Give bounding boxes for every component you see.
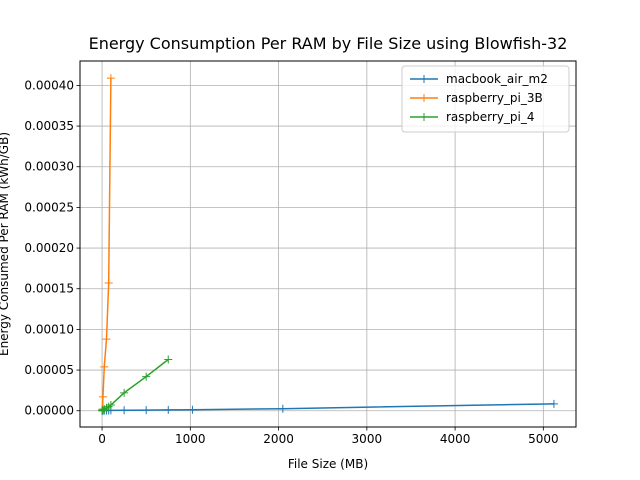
legend-item: macbook_air_m2 (410, 72, 548, 86)
grid-lines (80, 61, 576, 427)
data-point (102, 335, 111, 344)
data-point (106, 74, 115, 83)
data-point (188, 405, 197, 414)
x-tick-label: 4000 (440, 432, 471, 446)
y-tick-label: 0.00025 (24, 200, 74, 214)
legend-box (401, 65, 570, 133)
y-tick-label: 0.00010 (24, 322, 74, 336)
legend-label: macbook_air_m2 (446, 72, 548, 86)
y-tick-label: 0.00005 (24, 363, 74, 377)
data-point (100, 362, 109, 371)
series-raspberry-pi-4 (98, 355, 173, 415)
x-tick-label: 1000 (175, 432, 206, 446)
legend-label: raspberry_pi_3B (446, 91, 543, 105)
data-point (106, 401, 115, 410)
y-tick-label: 0.00030 (24, 160, 74, 174)
y-tick-label: 0.00040 (24, 78, 74, 92)
data-point (120, 388, 129, 397)
data-point (142, 372, 151, 381)
data-point (164, 405, 173, 414)
legend-item: raspberry_pi_3B (410, 91, 543, 105)
x-tick-label: 3000 (352, 432, 383, 446)
data-point (98, 392, 107, 401)
data-point (120, 406, 129, 415)
x-axis-label: File Size (MB) (288, 457, 368, 471)
data-point (142, 406, 151, 415)
legend-marker (420, 94, 428, 102)
legend: macbook_air_m2 raspberry_pi_3B raspberry_p… (401, 65, 570, 133)
y-tick-label: 0.00000 (24, 404, 74, 418)
x-axis: 0 1000 2000 3000 4000 5000 (98, 427, 559, 446)
x-tick-label: 5000 (528, 432, 559, 446)
data-point (278, 404, 287, 413)
series-layer (98, 74, 558, 415)
legend-label: raspberry_pi_4 (446, 110, 535, 124)
plot-frame (79, 60, 577, 428)
y-axis: 0.00000 0.00005 0.00010 0.00015 0.00020 0.000… (24, 78, 80, 418)
data-point (164, 355, 173, 364)
x-tick-label: 0 (98, 432, 106, 446)
y-axis-label: Energy Consumed Per RAM (kWh/GB) (0, 132, 11, 356)
chart-title: Energy Consumption Per RAM by File Size … (89, 34, 568, 53)
y-tick-label: 0.00020 (24, 241, 74, 255)
data-point (98, 405, 107, 414)
legend-item: raspberry_pi_4 (410, 110, 535, 124)
data-point (549, 399, 558, 408)
y-tick-label: 0.00015 (24, 282, 74, 296)
y-tick-label: 0.00035 (24, 119, 74, 133)
legend-marker (420, 75, 428, 83)
x-tick-label: 2000 (263, 432, 294, 446)
data-point (104, 279, 113, 288)
legend-marker (420, 113, 428, 121)
